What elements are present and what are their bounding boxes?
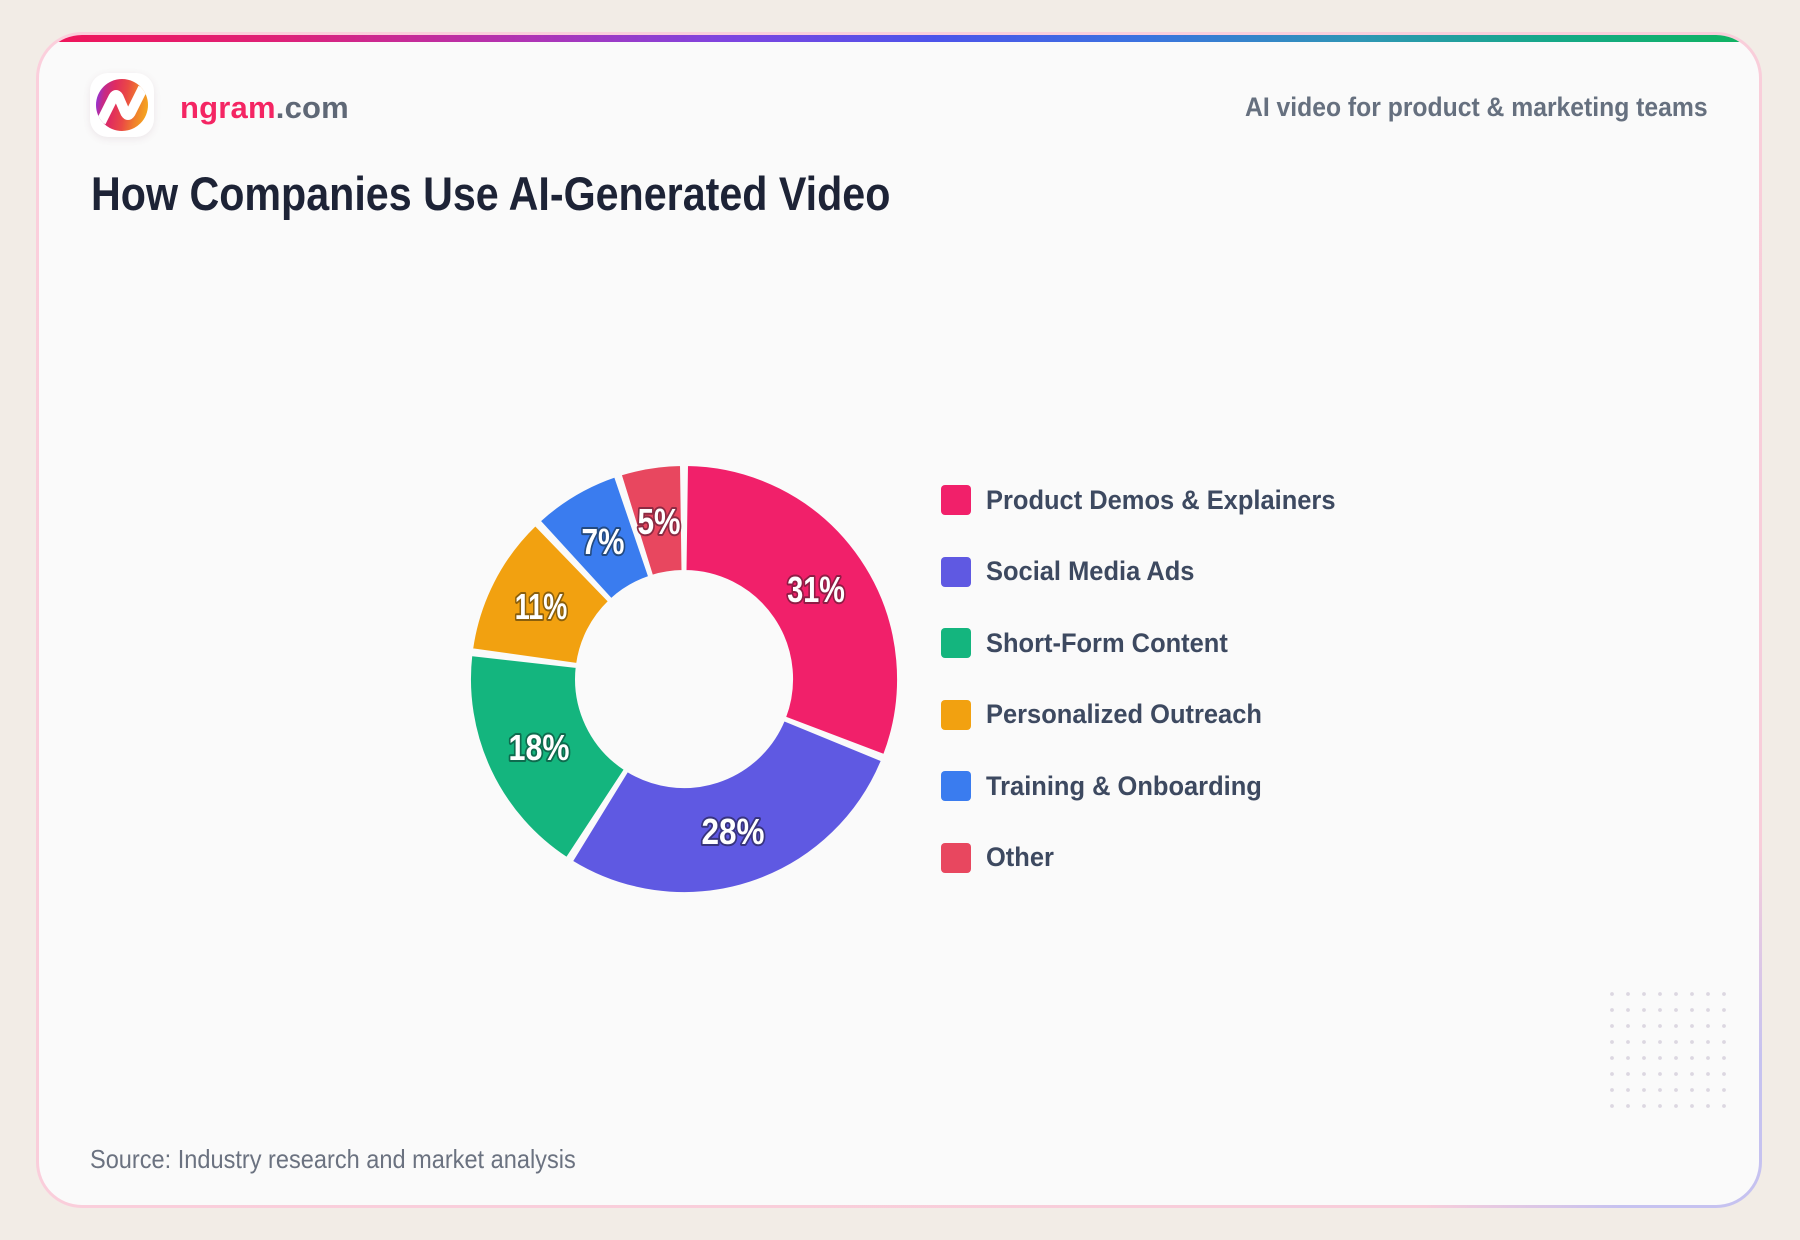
svg-text:7%: 7% [581, 521, 624, 561]
svg-text:18%: 18% [508, 729, 569, 769]
svg-text:11%: 11% [515, 586, 568, 627]
svg-text:5%: 5% [637, 501, 680, 541]
svg-text:28%: 28% [701, 812, 764, 852]
svg-text:31%: 31% [787, 569, 845, 610]
